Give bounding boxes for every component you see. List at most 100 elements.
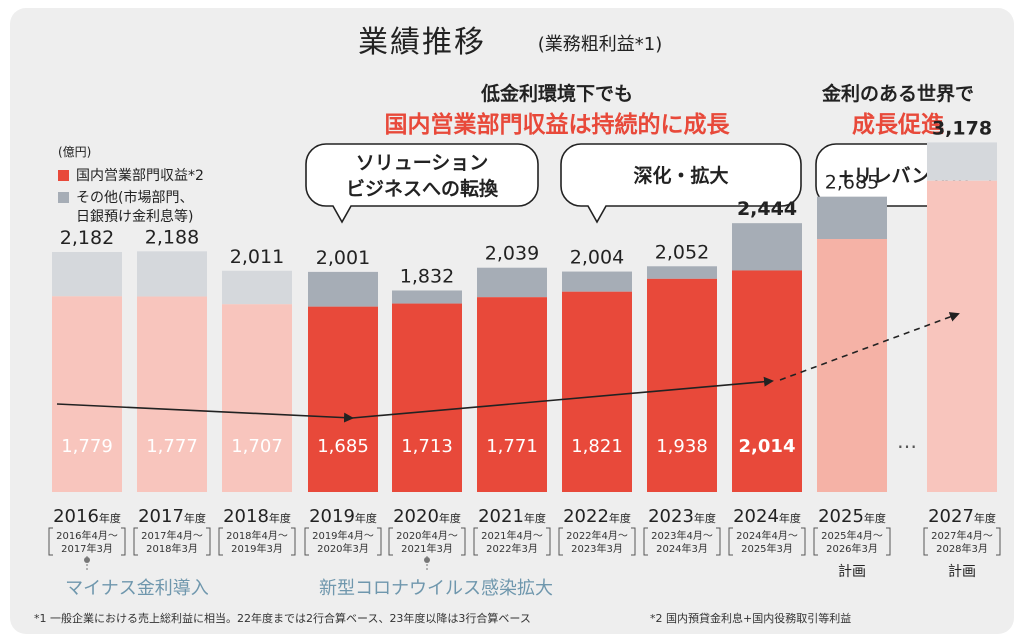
footnote-1: *1 一般企業における売上総利益に相当。22年度までは2行合算ベース、23年度以… [34, 611, 531, 625]
year-label-2027: 2027年度 [928, 506, 996, 527]
plan-note-2027: 計画 [948, 564, 976, 580]
period-bracket-left [388, 527, 393, 556]
total-label-2024: 2,444 [737, 198, 797, 220]
year-label-2019: 2019年度 [309, 506, 377, 527]
bar-domestic-2019 [308, 306, 378, 492]
arrows-layer [56, 312, 960, 423]
domestic-label-2017: 1,777 [146, 436, 198, 457]
year-label-2018: 2018年度 [223, 506, 291, 527]
bar-other-2018 [222, 270, 292, 305]
domestic-label-2023: 1,938 [656, 436, 708, 457]
total-label-2016: 2,182 [60, 227, 114, 249]
bar-domestic-2025 [817, 239, 887, 492]
period-label-2017: 2017年4月〜 [141, 529, 203, 542]
footnote-2: *2 国内預貸金利息+国内役務取引等利益 [650, 611, 851, 625]
period-bracket-right [377, 527, 382, 556]
legend-label: その他(市場部門、 [76, 189, 193, 206]
period-bracket-left [218, 527, 223, 556]
period-bracket-right [291, 527, 296, 556]
bar-other-2024 [732, 223, 802, 271]
text-layer: 業績推移 (業務粗利益*1) (億円) 国内営業部門収益*2 その他(市場部門、日銀預け… [34, 25, 1001, 625]
headline-phase1-line2: 国内営業部門収益は持続的に成長 [385, 111, 731, 138]
period-label-2022: 2022年4月〜 [566, 529, 628, 542]
event-dot [424, 557, 430, 563]
total-label-2017: 2,188 [145, 226, 199, 248]
period-bracket-right [631, 527, 636, 556]
period-label-2017: 2018年3月 [146, 542, 198, 555]
period-label-2024: 2025年3月 [741, 542, 793, 555]
bubble-solution-business-text: ソリューション [356, 152, 489, 174]
legend-swatch-domestic [58, 170, 69, 181]
period-label-2019: 2020年3月 [317, 542, 369, 555]
period-bracket-left [728, 527, 733, 556]
bubble-solution-business [305, 143, 539, 224]
domestic-label-2016: 1,779 [61, 436, 113, 457]
bar-other-2022 [562, 271, 632, 292]
event-covid: 新型コロナウイルス感染拡大 [319, 578, 553, 599]
total-label-2027: 3,178 [932, 117, 992, 139]
period-label-2024: 2024年4月〜 [736, 529, 798, 542]
bars-layer [52, 142, 997, 492]
year-label-2024: 2024年度 [733, 506, 801, 527]
total-label-2019: 2,001 [316, 247, 370, 269]
bar-domestic-2020 [392, 303, 462, 492]
period-bracket-right [206, 527, 211, 556]
period-bracket-right [801, 527, 806, 556]
headline-phase2-line1: 金利のある世界で [821, 82, 974, 105]
bar-domestic-2021 [477, 297, 547, 492]
period-label-2025: 2025年4月〜 [821, 529, 883, 542]
total-label-2021: 2,039 [485, 243, 539, 265]
total-label-2018: 2,011 [230, 246, 284, 268]
period-label-2022: 2023年3月 [571, 542, 623, 555]
legend-swatch-other [58, 192, 69, 203]
event-negative-rates: マイナス金利導入 [65, 578, 209, 599]
bar-domestic-2027 [927, 180, 997, 492]
domestic-label-2020: 1,713 [401, 436, 453, 457]
plan-note-2025: 計画 [838, 564, 866, 580]
domestic-label-2024: 2,014 [739, 436, 796, 457]
year-label-2023: 2023年度 [648, 506, 716, 527]
period-label-2023: 2023年4月〜 [651, 529, 713, 542]
chart-card: ソリューション ビジネスへの転換 深化・拡大 +リレバン強化 業績推移 (業務粗利益*1… [10, 8, 1014, 634]
bar-other-2019 [308, 271, 378, 307]
bar-domestic-2022 [562, 291, 632, 492]
bar-domestic-2018 [222, 304, 292, 492]
total-label-2023: 2,052 [655, 241, 709, 263]
year-label-2017: 2017年度 [138, 506, 206, 527]
trend-arrow-1 [56, 403, 354, 423]
period-bracket-right [461, 527, 466, 556]
trend-arrow-plan [779, 312, 960, 381]
year-label-2025: 2025年度 [818, 506, 886, 527]
year-label-2021: 2021年度 [478, 506, 546, 527]
period-label-2018: 2019年3月 [231, 542, 283, 555]
total-label-2020: 1,832 [400, 265, 454, 287]
period-label-2019: 2019年4月〜 [312, 529, 374, 542]
domestic-label-2019: 1,685 [317, 436, 369, 457]
event-dot [84, 557, 90, 563]
bar-domestic-2017 [137, 296, 207, 492]
period-bracket-right [886, 527, 891, 556]
bar-other-2021 [477, 267, 547, 298]
period-label-2016: 2017年3月 [61, 542, 113, 555]
chart-subtitle: (業務粗利益*1) [538, 34, 663, 55]
period-bracket-right [546, 527, 551, 556]
period-bracket-left [133, 527, 138, 556]
year-label-2020: 2020年度 [393, 506, 461, 527]
period-bracket-left [813, 527, 818, 556]
period-bracket-left [48, 527, 53, 556]
period-label-2023: 2024年3月 [656, 542, 708, 555]
period-label-2018: 2018年4月〜 [226, 529, 288, 542]
legend-label: 日銀預け金利息等) [76, 208, 193, 225]
chart-title: 業績推移 [358, 25, 486, 60]
unit-label: (億円) [58, 145, 91, 159]
period-bracket-right [996, 527, 1001, 556]
year-label-2016: 2016年度 [53, 506, 121, 527]
total-label-2022: 2,004 [570, 247, 624, 269]
headline-phase1-line1: 低金利環境下でも [480, 82, 633, 105]
bar-other-2016 [52, 251, 122, 297]
bubble-solution-business-text: ビジネスへの転換 [346, 177, 499, 200]
bar-other-2017 [137, 251, 207, 297]
ellipsis: … [897, 429, 917, 453]
